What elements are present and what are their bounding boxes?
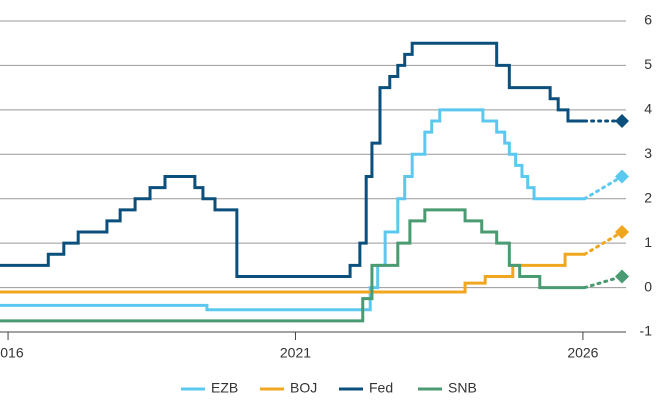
projection-marker: [615, 225, 629, 240]
x-tick-label: 2016: [0, 345, 24, 361]
rate-line: [0, 252, 585, 294]
y-tick-label: 6: [644, 12, 652, 28]
x-tick-label: 2026: [567, 345, 598, 361]
projection-line: [583, 274, 624, 290]
legend-label: SNB: [448, 380, 477, 396]
y-tick-label: 2: [644, 189, 652, 205]
projection-line: [583, 230, 624, 256]
projection-marker: [615, 269, 629, 284]
y-tick-label: 5: [644, 56, 652, 72]
y-tick-label: 1: [644, 234, 652, 250]
legend-label: Fed: [369, 380, 393, 396]
rate-line: [0, 208, 585, 323]
y-tick-label: -1: [640, 323, 653, 339]
rate-line: [0, 108, 585, 312]
rate-line: [0, 41, 585, 278]
x-tick-label: 2021: [280, 345, 311, 361]
projection-line: [583, 175, 624, 201]
y-tick-label: 4: [644, 101, 652, 117]
projection-marker: [615, 113, 629, 128]
legend-label: EZB: [211, 380, 238, 396]
projection-marker: [615, 169, 629, 184]
legend-label: BOJ: [290, 380, 317, 396]
y-tick-label: 0: [644, 278, 652, 294]
y-tick-label: 3: [644, 145, 652, 161]
